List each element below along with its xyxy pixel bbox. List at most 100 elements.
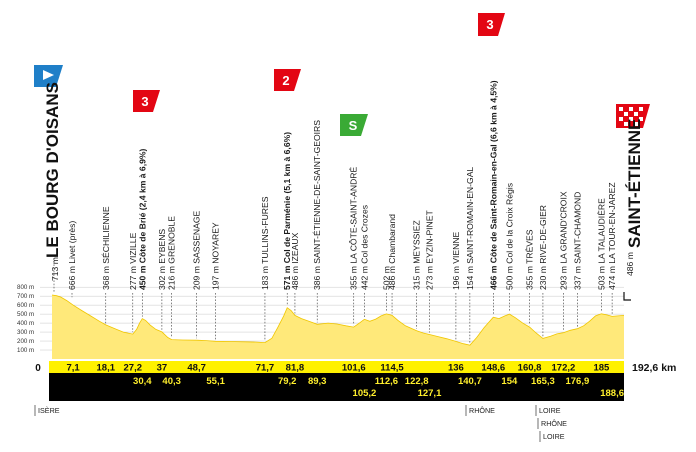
km-marker: 140,7 <box>458 376 482 387</box>
elevation-profile-outline <box>51 294 625 346</box>
region-loire: LOIRE <box>539 406 561 415</box>
km-markers: 7,1 18,1 27,2 37 48,7 71,7 81,8 101,6 114,5 136 14… <box>66 363 624 400</box>
km-marker: 81,8 <box>286 363 305 374</box>
altitude-scale-label: 400 m <box>17 320 34 327</box>
start-altitude: 713 m <box>50 257 60 281</box>
km-marker: 136 <box>448 363 464 374</box>
km-marker: 176,9 <box>565 376 589 387</box>
km-marker: 105,2 <box>353 388 377 399</box>
km-marker: 165,3 <box>531 376 555 387</box>
waypoint-label: 503 m LA TALAUDIÈRE <box>596 198 606 290</box>
waypoint-label: 500 m Col de la Croix Régis <box>504 183 514 290</box>
waypoint-label: 466 m Côte de Saint-Romain-en-Gal (6,6 k… <box>488 80 498 290</box>
km-marker: 154 <box>501 376 518 387</box>
waypoint-label: 571 m Col de Parménie (5,1 km à 6,6%) <box>282 132 292 290</box>
waypoint-label: 196 m VIENNE <box>451 231 461 290</box>
checker-square <box>624 122 628 126</box>
km-marker: 7,1 <box>66 363 80 374</box>
svg-text:3: 3 <box>141 94 148 109</box>
sprint-badge-icon: S <box>340 114 368 136</box>
checker-square <box>619 107 623 111</box>
km-marker: 30,4 <box>133 376 152 387</box>
waypoint-label: 293 m LA GRAND'CROIX <box>558 191 568 290</box>
svg-text:3: 3 <box>486 17 493 32</box>
finish-line-marker <box>623 292 631 301</box>
waypoint-label: 273 m EYZIN-PINET <box>424 210 434 290</box>
waypoint-label: 450 m Côte de Brié (2,4 km à 6,9%) <box>137 148 147 290</box>
waypoint-label: 502 m <box>381 266 391 290</box>
region-rhone-2: RHÔNE <box>541 419 567 428</box>
km-marker: 79,2 <box>278 376 297 387</box>
waypoint-label: 216 m GRENOBLE <box>167 216 177 290</box>
regions: ISÈRE RHÔNE LOIRE RHÔNE LOIRE <box>34 405 567 442</box>
checker-square <box>639 107 643 111</box>
waypoint-label: 666 m Livet (près) <box>67 221 77 290</box>
waypoint-ticks <box>71 293 613 344</box>
start-km: 0 <box>35 363 41 374</box>
checker-square <box>639 117 643 121</box>
waypoint-label: 474 m LA TOUR-EN-JAREZ <box>607 182 617 290</box>
km-marker: 148,6 <box>481 363 505 374</box>
waypoint-labels: 666 m Livet (près) 368 m SÉCHILIENNE 277 m… <box>67 80 617 290</box>
altitude-scale-label: 100 m <box>17 347 34 354</box>
altitude-scale-label: 500 m <box>17 311 34 318</box>
km-marker: 27,2 <box>124 363 143 374</box>
km-marker: 71,7 <box>256 363 275 374</box>
km-marker: 89,3 <box>308 376 327 387</box>
waypoint-label: 355 m TRÈVES <box>525 229 535 290</box>
start-flag-icon <box>34 65 63 87</box>
km-band-yellow <box>49 361 624 373</box>
region-isere: ISÈRE <box>38 406 60 415</box>
waypoint-label: 277 m VIZILLE <box>128 232 138 290</box>
km-marker: 160,8 <box>518 363 542 374</box>
waypoint-label: 355 m LA CÔTE-SAINT-ANDRÉ <box>349 167 359 290</box>
region-loire-2: LOIRE <box>543 432 565 441</box>
checker-square <box>634 122 638 126</box>
waypoint-label: 197 m NOYAREY <box>211 222 221 290</box>
waypoint-label: 315 m MEYSSIEZ <box>412 220 422 290</box>
waypoint-label: 209 m SASSENAGE <box>192 210 202 290</box>
km-band-black <box>49 373 624 401</box>
altitude-scale-label: 600 m <box>17 302 34 309</box>
svg-text:2: 2 <box>282 73 289 88</box>
km-marker: 122,8 <box>405 376 429 387</box>
km-marker: 101,6 <box>342 363 366 374</box>
finish-name: SAINT-ÉTIENNE <box>625 119 644 248</box>
start-name: LE BOURG D'OISANS <box>43 82 62 258</box>
waypoint-label: 337 m SAINT-CHAMOND <box>572 192 582 290</box>
altitude-scale: 800 m 700 m 600 m 500 m 400 m 300 m 200 m 100 m <box>17 284 34 354</box>
altitude-scale-label: 800 m <box>17 284 34 291</box>
finish-altitude: 486 m <box>625 252 635 276</box>
finish-km: 192,6 km <box>632 362 676 374</box>
waypoint-label: 154 m SAINT-ROMAIN-EN-GAL <box>465 167 475 290</box>
checker-square <box>634 112 638 116</box>
finish-flag-icon <box>616 104 650 128</box>
altitude-scale-label: 200 m <box>17 338 34 345</box>
checker-square <box>619 117 623 121</box>
altitude-scale-label: 700 m <box>17 293 34 300</box>
km-marker: 37 <box>157 363 168 374</box>
climb-badge-brie-icon: 3 <box>133 90 160 112</box>
waypoint-label: 486 m Chambarand <box>387 214 397 290</box>
km-marker: 185 <box>593 363 610 374</box>
km-marker: 40,3 <box>162 376 181 387</box>
km-marker: 18,1 <box>97 363 116 374</box>
altitude-scale-label: 300 m <box>17 329 34 336</box>
km-marker: 172,2 <box>552 363 576 374</box>
km-marker: 48,7 <box>187 363 206 374</box>
km-marker: 188,6 <box>600 388 624 399</box>
checker-square <box>624 112 628 116</box>
waypoint-label: 302 m EYBENS <box>157 229 167 290</box>
km-marker: 55,1 <box>206 376 225 387</box>
region-rhone: RHÔNE <box>469 406 495 415</box>
svg-text:S: S <box>349 118 358 133</box>
waypoint-label: 386 m SAINT-ÉTIENNE-DE-SAINT-GEOIRS <box>312 120 322 290</box>
checker-square <box>629 117 633 121</box>
km-marker: 112,6 <box>375 376 398 387</box>
waypoint-label: 486 m IZEAUX <box>290 232 300 290</box>
km-marker: 114,5 <box>380 363 404 374</box>
waypoint-label: 230 m RIVE-DE-GIER <box>538 205 548 290</box>
checker-square <box>629 107 633 111</box>
km-marker: 127,1 <box>418 388 442 399</box>
